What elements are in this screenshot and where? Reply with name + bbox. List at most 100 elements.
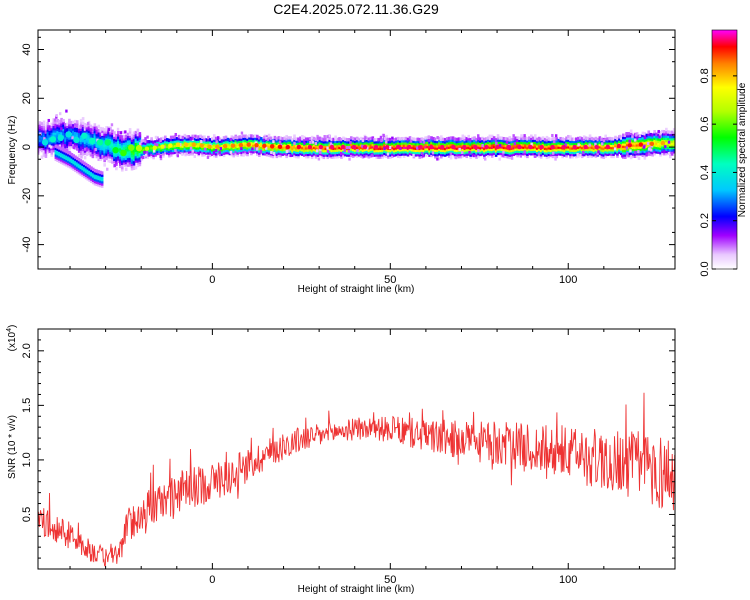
spectrogram-cell [665,147,668,151]
spectrogram-cell [353,148,357,152]
spectrogram-cell [547,143,551,148]
spectrogram-cell [410,152,414,156]
spectrogram-cell [428,151,431,155]
spectrogram-cell [522,152,525,156]
spectrogram-cell [158,151,161,155]
spectrogram-cell [122,161,126,165]
spectrogram-cell [608,152,611,156]
spectrogram-cell [81,123,85,128]
spectrogram-cell [618,137,621,141]
spectrogram-peak [395,144,401,150]
spectrogram-cell [297,150,300,155]
spectrogram-cell [625,140,629,145]
spectrogram-cell [531,151,535,156]
spectrogram-cell [539,148,543,153]
spectrogram-cell [667,134,670,139]
spectrogram-cell [380,139,383,143]
spectrogram-cell [52,146,56,151]
spectrogram-cell [70,127,73,131]
snr-y-tick-label: 0.5 [21,507,33,522]
spectrogram-cell [250,136,253,140]
spectrogram-cell [293,145,296,149]
spectrogram-cell [150,143,153,148]
spectrogram-cell [508,135,512,140]
spectrogram-cell [79,161,83,165]
spectrogram-cell [101,155,104,160]
spectrogram-cell [398,154,402,159]
spectrogram-cell [577,145,580,150]
spectrogram-cell [494,153,498,157]
spectrogram-cell [571,150,574,155]
spectrogram-cell [107,135,110,139]
spectrogram-cell [95,130,99,135]
spectrogram-cell [207,142,210,146]
spectrogram-cell [545,140,549,144]
spectrogram-cell [109,155,112,159]
spectrogram-cell [596,140,600,144]
spectrogram-cell [346,148,349,153]
spectrogram-cell [38,125,40,129]
spectrogram-cell [156,138,159,143]
spectrogram-cell [100,184,104,188]
spectrogram-cell [349,145,353,149]
spectrogram-cell [88,173,92,178]
spectrogram-cell [79,163,83,167]
spectrogram-cell [302,153,306,157]
spectrogram-cell [387,155,390,159]
spectrogram-cell [655,148,658,152]
spectrogram-cell [48,127,52,131]
spectrogram-cell [234,143,238,147]
spectrogram-cell [336,144,339,148]
spectrogram-cell [465,141,469,145]
spectrogram-cell [469,140,472,144]
spectrogram-cell [240,139,243,144]
spectrogram-cell [218,141,222,146]
spectrogram-cell [63,160,67,164]
spectrogram-cell [242,145,245,149]
spectrogram-cell [443,151,447,155]
spectrogram-cell [81,147,85,152]
spectrogram-cell [48,140,52,145]
spectrogram-cell [349,140,352,144]
spectrogram-cell [443,138,447,142]
spectrogram-cell [418,153,422,157]
spectrogram-cell [336,139,339,144]
spectrogram-cell [365,154,369,158]
spectrogram-cell [351,154,355,158]
spectrogram-cell [191,152,195,156]
spectrogram-cell [240,147,243,151]
spectrogram-cell [105,126,108,130]
spectrogram-cell [187,135,191,139]
spectrogram-cell [90,177,93,181]
spectrogram-cell [61,161,65,165]
spectrogram-cell [119,133,122,138]
spectrogram-cell [40,146,44,151]
spectrogram-cell [510,146,514,150]
spectrogram-cell [283,149,287,154]
spectrogram-cell [185,139,189,143]
spectrogram-cell [283,138,287,143]
spectrogram-cell [154,140,157,144]
spectrogram-cell [47,118,50,122]
spectrogram-cell [140,157,144,161]
spectrogram-cell [598,147,602,151]
spectrogram-cell [391,148,394,152]
spectrogram-cell [520,138,523,143]
spectrogram-cell [201,137,204,142]
spectrogram-cell [59,149,63,153]
spectrogram-cell [488,136,492,141]
spectrogram-cell [44,147,48,152]
spectrogram-cell [672,132,675,136]
spectrogram-cell [342,138,345,143]
spectrogram-cell [119,142,122,147]
spectrogram-cell [668,152,672,157]
spectrogram-cell [463,151,467,155]
spectrogram-cell [86,177,90,181]
spectrogram-cell [561,154,564,159]
spectrogram-cell [434,155,437,159]
spectrogram-cell [275,145,279,150]
spectrogram-cell [351,141,355,145]
spectrogram-cell [357,144,361,148]
spectrogram-cell [553,136,557,141]
spectrogram-cell [224,135,228,140]
